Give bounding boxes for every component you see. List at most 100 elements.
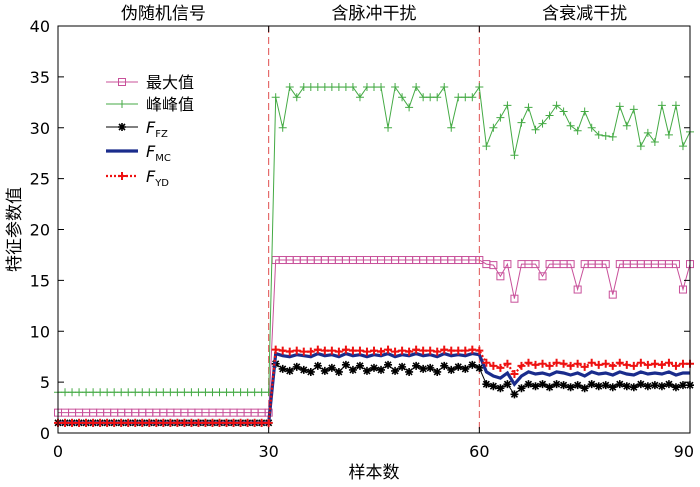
data-point [629,383,638,392]
x-axis: 0 30 60 90 [53,26,694,461]
data-point [405,103,414,112]
data-point [678,359,687,368]
data-point [341,83,350,92]
data-point [517,384,526,393]
y-tick-label: 40 [30,17,50,36]
data-point [426,93,435,102]
data-point [173,418,182,427]
data-point [594,130,603,139]
data-point [643,128,652,137]
data-point [538,380,547,389]
data-point [594,360,603,369]
data-point [370,83,378,92]
data-point [271,345,280,354]
data-point [440,361,449,370]
segment-labels: 伪随机信号 含脉冲干扰 含衰减干扰 [121,4,627,24]
data-point [601,381,610,390]
data-point [278,123,287,132]
data-point [334,347,343,356]
data-point [348,365,357,374]
data-point [545,361,554,370]
data-point [510,390,519,399]
data-point [447,346,456,355]
data-point [615,358,624,367]
data-point [433,347,442,356]
y-tick-label: 15 [30,271,50,290]
data-point [384,360,393,369]
data-point [306,367,315,376]
data-point [313,345,322,354]
data-point [75,418,84,427]
data-point [559,107,568,116]
series-5 [54,345,694,427]
data-point [475,363,484,372]
data-point [615,380,624,389]
legend-marker [118,123,126,131]
data-point [496,113,505,122]
data-point [671,260,680,269]
data-point [622,382,631,391]
data-point [454,93,463,102]
y-axis-label: 特征参数值 [5,187,25,272]
data-point [454,362,463,371]
data-point [271,93,280,102]
data-point [524,103,533,112]
y-tick-label: 20 [30,221,50,240]
y-tick-label: 5 [40,373,50,392]
data-point [362,83,371,92]
data-point [327,363,336,372]
data-point [566,121,575,130]
data-point [580,384,589,393]
legend-item-3: FFZ [106,118,168,140]
data-point [489,123,498,132]
data-point [657,101,666,110]
data-point [615,102,624,111]
data-point [68,418,77,427]
segment-label-2: 含脉冲干扰 [332,4,417,24]
legend-label: FYD [146,167,169,189]
data-point [650,137,659,146]
data-point [313,361,322,370]
legend-marker [118,100,126,108]
data-point [278,346,287,355]
data-point [678,381,687,390]
data-point [412,345,421,354]
data-point [657,382,666,391]
data-point [524,380,533,389]
series-line-1 [58,259,691,414]
data-point [538,119,547,128]
data-point [475,346,484,355]
data-point [489,361,498,370]
data-point [145,388,154,397]
data-point [370,363,378,372]
data-point [671,361,680,370]
data-point [391,83,400,92]
data-point [608,132,617,141]
legend-item-1: 最大值 [106,73,194,92]
data-point [187,418,196,427]
data-point [531,382,540,391]
segment-label-1: 伪随机信号 [121,4,206,24]
data-point [96,388,105,397]
data-point [573,285,582,294]
data-point [208,418,217,427]
data-point [341,360,350,369]
data-point [601,359,610,368]
data-point [236,418,245,427]
data-point [398,93,407,102]
data-point [398,346,407,355]
data-point [419,93,428,102]
data-point [489,382,498,391]
data-point [629,105,638,114]
data-point [503,101,512,110]
data-point [159,388,168,397]
y-tick-label: 25 [30,170,50,189]
data-point [503,359,512,368]
data-point [482,142,491,151]
data-point [496,272,505,281]
data-point [250,418,259,427]
data-point [643,360,652,369]
data-point [391,347,400,356]
data-point [587,123,596,132]
data-point [475,83,484,92]
